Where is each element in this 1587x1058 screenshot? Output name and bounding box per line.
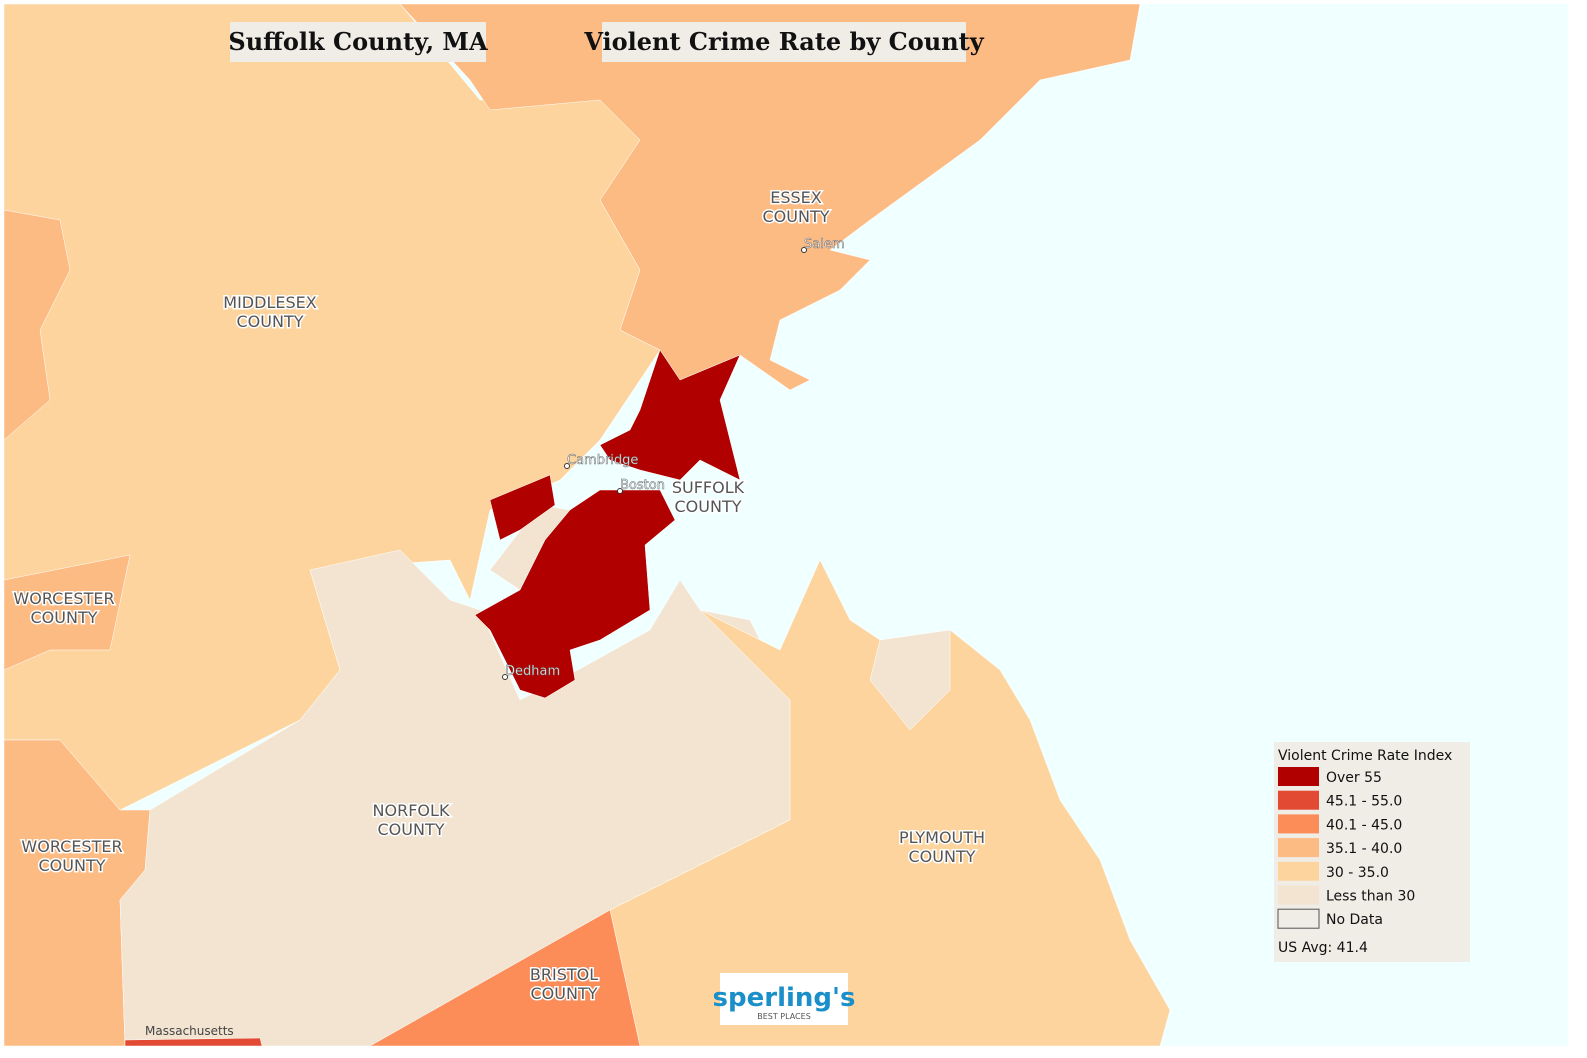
place-label: Boston: [620, 478, 665, 493]
legend-title: Violent Crime Rate Index: [1278, 748, 1452, 764]
county-label: COUNTY: [237, 312, 304, 331]
logo-tagline: BEST PLACES: [757, 1012, 811, 1021]
legend-swatch: [1278, 790, 1319, 810]
legend-label: 40.1 - 45.0: [1326, 817, 1402, 833]
legend-swatch: [1277, 908, 1320, 929]
subtitle-box: [602, 22, 966, 62]
legend-label: 30 - 35.0: [1326, 865, 1389, 881]
county-label: BRISTOL: [530, 965, 598, 984]
essex: [399, 3, 1141, 391]
place-dot: [617, 488, 623, 494]
suffolk: [489, 474, 556, 541]
place-label: Cambridge: [567, 453, 638, 468]
legend-note: US Avg: 41.4: [1278, 940, 1368, 956]
suffolk: [474, 489, 676, 699]
legend-label: Less than 30: [1326, 889, 1415, 905]
state-label: Massachusetts: [145, 1024, 234, 1038]
map-title: Suffolk County, MA: [228, 27, 488, 56]
county-label: WORCESTER: [13, 589, 114, 608]
legend-label: Over 55: [1326, 770, 1382, 786]
county-label: COUNTY: [31, 608, 98, 627]
county-label: COUNTY: [675, 497, 742, 516]
plymouth: [609, 559, 1171, 1047]
title-box: [230, 22, 486, 62]
legend-swatch: [1278, 814, 1319, 834]
county-label: PLYMOUTH: [899, 828, 985, 847]
place-dot: [502, 674, 508, 680]
legend-label: 45.1 - 55.0: [1326, 794, 1402, 810]
county-label: WORCESTER: [21, 837, 122, 856]
legend-swatch: [1278, 885, 1319, 905]
county-label: COUNTY: [39, 856, 106, 875]
place-dot: [564, 463, 570, 469]
suffolk: [599, 349, 741, 481]
county-label: MIDDLESEX: [223, 293, 316, 312]
legend-label: 35.1 - 40.0: [1326, 841, 1402, 857]
logo-name: sperling's: [713, 983, 856, 1013]
worcester: [3, 209, 71, 441]
worcester: [3, 554, 131, 671]
logo-box: [720, 973, 848, 1025]
southern-strip: [124, 1037, 263, 1047]
legend-swatch: [1278, 767, 1319, 786]
place-label: Salem: [804, 237, 845, 252]
legend-swatch: [1278, 838, 1319, 858]
county-label: COUNTY: [763, 207, 830, 226]
legend-swatch: [1278, 861, 1319, 881]
bristol: [369, 909, 641, 1047]
county-label: COUNTY: [909, 847, 976, 866]
place-label: Dedham: [505, 664, 560, 679]
county-label: COUNTY: [378, 820, 445, 839]
place-dot: [801, 247, 807, 253]
county-label: ESSEX: [770, 188, 822, 207]
legend-label: No Data: [1326, 912, 1383, 928]
county-label: COUNTY: [531, 984, 598, 1003]
hull: [869, 629, 951, 731]
county-label: NORFOLK: [373, 801, 450, 820]
county-label: SUFFOLK: [672, 478, 745, 497]
map-subtitle: Violent Crime Rate by County: [583, 27, 984, 56]
